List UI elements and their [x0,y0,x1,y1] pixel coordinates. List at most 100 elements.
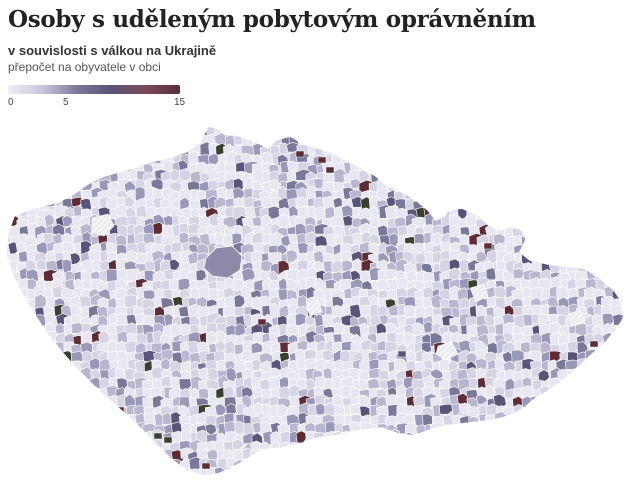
municipality-cell[interactable] [584,376,598,390]
municipality-cell[interactable] [548,414,562,428]
municipality-cell[interactable] [537,118,552,130]
municipality-cell[interactable] [289,118,301,127]
municipality-cell[interactable] [10,187,23,204]
municipality-cell[interactable] [631,179,640,192]
municipality-cell[interactable] [630,223,640,235]
municipality-cell[interactable] [541,196,553,210]
municipality-cell[interactable] [34,429,51,445]
municipality-cell[interactable] [567,479,579,488]
municipality-cell[interactable] [467,477,482,487]
municipality-cell[interactable] [161,478,171,488]
municipality-cell[interactable] [559,234,575,249]
municipality-cell[interactable] [610,223,624,235]
municipality-cell[interactable] [287,480,299,488]
municipality-cell[interactable] [628,466,639,479]
municipality-cell[interactable] [0,351,15,363]
municipality-cell[interactable] [15,415,30,430]
municipality-cell[interactable] [621,144,635,158]
municipality-cell[interactable] [549,431,561,445]
municipality-cell[interactable] [492,447,507,462]
municipality-cell[interactable] [333,442,345,455]
municipality-cell[interactable] [7,332,20,348]
municipality-cell[interactable] [576,413,590,426]
municipality-cell[interactable] [25,342,39,358]
municipality-cell[interactable] [7,439,23,454]
municipality-cell[interactable] [161,133,177,147]
municipality-cell[interactable] [582,466,594,479]
municipality-cell[interactable] [432,179,447,195]
municipality-cell[interactable] [476,438,490,452]
municipality-cell[interactable] [621,450,634,464]
municipality-cell[interactable] [61,215,73,227]
municipality-cell[interactable] [504,475,515,488]
municipality-cell[interactable] [433,126,448,137]
municipality-cell[interactable] [559,403,573,419]
municipality-cell[interactable] [585,429,598,445]
municipality-cell[interactable] [107,448,121,460]
municipality-cell[interactable] [485,206,500,217]
municipality-cell[interactable] [583,143,599,155]
municipality-cell[interactable] [142,439,154,455]
municipality-cell[interactable] [315,467,327,480]
municipality-cell[interactable] [619,412,634,424]
municipality-cell[interactable] [118,441,131,455]
municipality-cell[interactable] [494,456,507,468]
municipality-cell[interactable] [601,233,614,245]
municipality-cell[interactable] [91,135,105,151]
municipality-cell[interactable] [495,179,508,193]
municipality-cell[interactable] [496,141,511,158]
municipality-cell[interactable] [117,118,130,131]
municipality-cell[interactable] [631,439,640,454]
municipality-cell[interactable] [469,470,484,482]
municipality-cell[interactable] [460,180,477,195]
municipality-cell[interactable] [539,188,551,205]
municipality-cell[interactable] [512,160,525,173]
municipality-cell[interactable] [540,458,552,474]
municipality-cell[interactable] [10,369,26,385]
municipality-cell[interactable] [621,216,632,228]
municipality-cell[interactable] [397,452,409,466]
municipality-cell[interactable] [459,118,471,129]
municipality-cell[interactable] [379,163,392,175]
municipality-cell[interactable] [96,424,110,436]
municipality-cell[interactable] [152,136,168,152]
municipality-cell[interactable] [619,324,631,340]
municipality-cell[interactable] [10,421,27,435]
municipality-cell[interactable] [632,398,640,411]
municipality-cell[interactable] [628,172,640,185]
municipality-cell[interactable] [8,144,24,157]
municipality-cell[interactable] [324,475,337,487]
municipality-cell[interactable] [505,128,518,140]
municipality-cell[interactable] [565,449,579,465]
municipality-cell[interactable] [619,434,633,448]
municipality-cell[interactable] [485,162,500,174]
municipality-cell[interactable] [26,456,40,471]
municipality-cell[interactable] [0,198,13,212]
municipality-cell[interactable] [299,477,311,488]
municipality-cell[interactable] [384,158,397,173]
municipality-cell-high[interactable] [57,368,67,376]
municipality-cell[interactable] [19,141,35,154]
municipality-cell[interactable] [504,179,519,192]
municipality-cell[interactable] [163,143,176,157]
municipality-cell[interactable] [412,468,428,482]
municipality-cell[interactable] [549,241,562,255]
municipality-cell[interactable] [64,394,81,407]
municipality-cell[interactable] [440,450,453,468]
municipality-cell[interactable] [451,478,465,488]
municipality-cell[interactable] [0,449,12,466]
municipality-cell[interactable] [0,432,14,446]
municipality-cell[interactable] [601,208,615,223]
municipality-cell[interactable] [0,341,10,357]
municipality-cell[interactable] [530,198,545,212]
municipality-cell[interactable] [24,124,37,140]
municipality-cell[interactable] [170,120,186,134]
municipality-cell[interactable] [568,469,582,483]
municipality-cell[interactable] [331,448,342,462]
municipality-cell[interactable] [630,119,640,130]
municipality-cell[interactable] [583,423,597,439]
municipality-cell[interactable] [115,134,126,149]
municipality-cell[interactable] [603,127,617,142]
municipality-cell[interactable] [369,126,386,139]
municipality-cell[interactable] [439,144,453,160]
